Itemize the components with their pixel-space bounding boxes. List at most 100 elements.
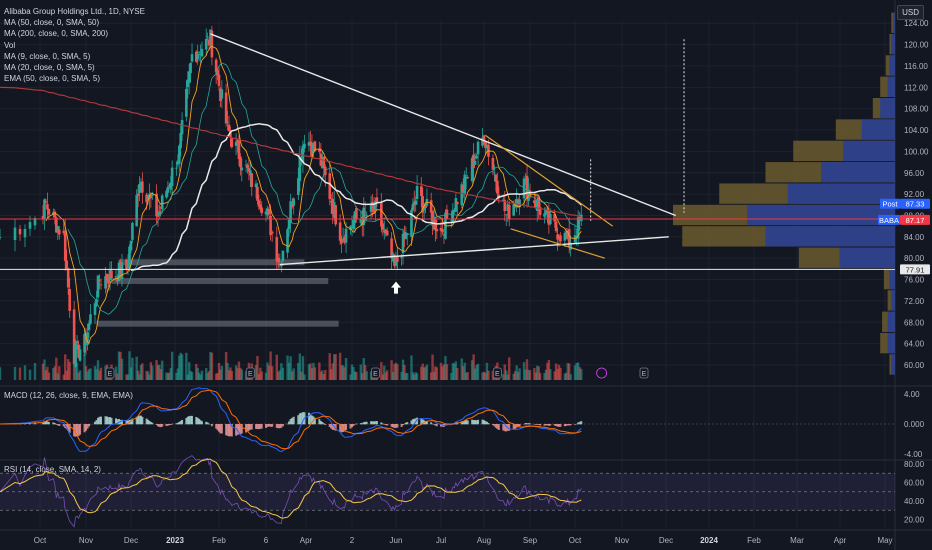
candle-body <box>403 232 406 239</box>
candle <box>352 214 355 231</box>
candle <box>507 201 511 227</box>
macd-histogram-bar <box>240 424 243 434</box>
time-tick-label: Feb <box>212 536 226 545</box>
candle-body <box>57 229 61 235</box>
candle-body <box>77 344 80 358</box>
macd-histogram-bar <box>365 421 368 425</box>
rsi-tick-label: 40.00 <box>904 497 925 506</box>
macd-histogram-bar <box>430 422 433 425</box>
macd-histogram-bar <box>178 421 181 425</box>
macd-histogram-bar <box>265 424 267 428</box>
volume-bar <box>297 362 300 380</box>
candle <box>43 198 46 231</box>
legend-ma9[interactable]: MA (9, close, 0, SMA, 5) <box>4 51 91 61</box>
macd-histogram-bar <box>137 416 140 425</box>
volume-bar <box>126 374 130 380</box>
price-tick-label: 104.00 <box>904 126 929 135</box>
macd-histogram-bar <box>364 421 367 425</box>
volume-bar <box>381 374 384 380</box>
candle-body <box>44 201 48 203</box>
macd-histogram-bar <box>109 417 111 425</box>
volume-bar <box>546 362 549 380</box>
macd-histogram-bar <box>544 424 547 426</box>
candle-body <box>441 229 444 233</box>
volume-bar <box>444 356 447 380</box>
macd-histogram-bar <box>297 415 300 425</box>
price-tick-label: 116.00 <box>904 62 928 71</box>
candle-body <box>104 276 107 289</box>
volume-profile-bar-blue <box>821 162 895 183</box>
candle <box>425 188 429 207</box>
volume-bar <box>313 367 317 380</box>
rsi-label[interactable]: RSI (14, close, SMA, 14, 2) <box>4 465 101 474</box>
candle <box>484 140 487 155</box>
macd-histogram-bar <box>463 420 466 425</box>
macd-histogram-bar <box>494 424 497 428</box>
candle-body <box>187 71 191 83</box>
volume-bar <box>161 360 164 380</box>
candle-body <box>224 92 228 124</box>
volume-bar <box>352 367 355 380</box>
macd-histogram-bar <box>496 424 499 430</box>
legend-ma20[interactable]: MA (20, close, 0, SMA, 5) <box>4 62 95 72</box>
candle-body <box>543 213 546 217</box>
candle <box>170 160 174 196</box>
candle <box>470 155 474 184</box>
candle <box>287 217 291 237</box>
volume-bar <box>72 360 76 380</box>
legend-vol[interactable]: Vol <box>4 40 16 50</box>
volume-bar <box>482 371 486 380</box>
macd-histogram-bar <box>159 424 162 428</box>
candle-body <box>405 233 409 235</box>
candle-body <box>286 229 289 253</box>
candle-body <box>185 88 188 117</box>
volume-bar <box>505 370 508 380</box>
candle <box>155 184 158 223</box>
macd-histogram-bar <box>403 423 406 425</box>
macd-label[interactable]: MACD (12, 26, close, 9, EMA, EMA) <box>4 391 133 400</box>
volume-bars <box>0 351 583 380</box>
volume-profile-bar-blue <box>747 204 895 226</box>
earnings-marker-letter: E <box>248 371 253 378</box>
volume-bar <box>149 362 153 380</box>
legend-ma50[interactable]: MA (50, close, 0, SMA, 50) <box>4 18 100 28</box>
candle-body <box>332 202 336 218</box>
candle <box>13 219 17 252</box>
candle-body <box>214 59 218 73</box>
candle-body <box>160 195 164 210</box>
macd-histogram-bar <box>230 424 233 437</box>
candle <box>107 274 110 287</box>
candle-body <box>411 204 415 211</box>
volume-bar <box>83 353 86 380</box>
liquidity-zone <box>96 320 339 327</box>
candle-body <box>75 341 79 344</box>
candle-body <box>415 185 419 199</box>
legend-ema50[interactable]: EMA (50, close, 0, SMA, 5) <box>4 74 101 84</box>
volume-bar <box>528 370 532 380</box>
legend-ma200[interactable]: MA (200, close, 0, SMA, 200) <box>4 29 109 39</box>
macd-histogram-bar <box>307 412 310 425</box>
candle-body <box>381 223 385 230</box>
candle-body <box>424 204 427 209</box>
volume-bar <box>281 367 285 380</box>
candle <box>466 174 469 179</box>
volume-bar <box>445 364 449 380</box>
macd-histogram-bar <box>556 424 559 427</box>
macd-histogram-bar <box>249 424 252 430</box>
macd-histogram-bar <box>392 424 395 428</box>
volume-bar <box>207 371 211 380</box>
volume-bar <box>435 367 438 380</box>
candle <box>504 214 508 226</box>
macd-histogram-bar <box>41 422 44 425</box>
candle <box>390 232 393 270</box>
candle <box>166 181 170 197</box>
macd-histogram-bar <box>309 413 312 425</box>
candle <box>47 208 51 221</box>
currency-button[interactable]: USD <box>897 5 924 20</box>
candle-body <box>349 226 352 230</box>
candle-body <box>43 199 46 220</box>
volume-bar <box>259 367 262 380</box>
candle <box>227 115 231 132</box>
volume-bar <box>78 370 82 380</box>
